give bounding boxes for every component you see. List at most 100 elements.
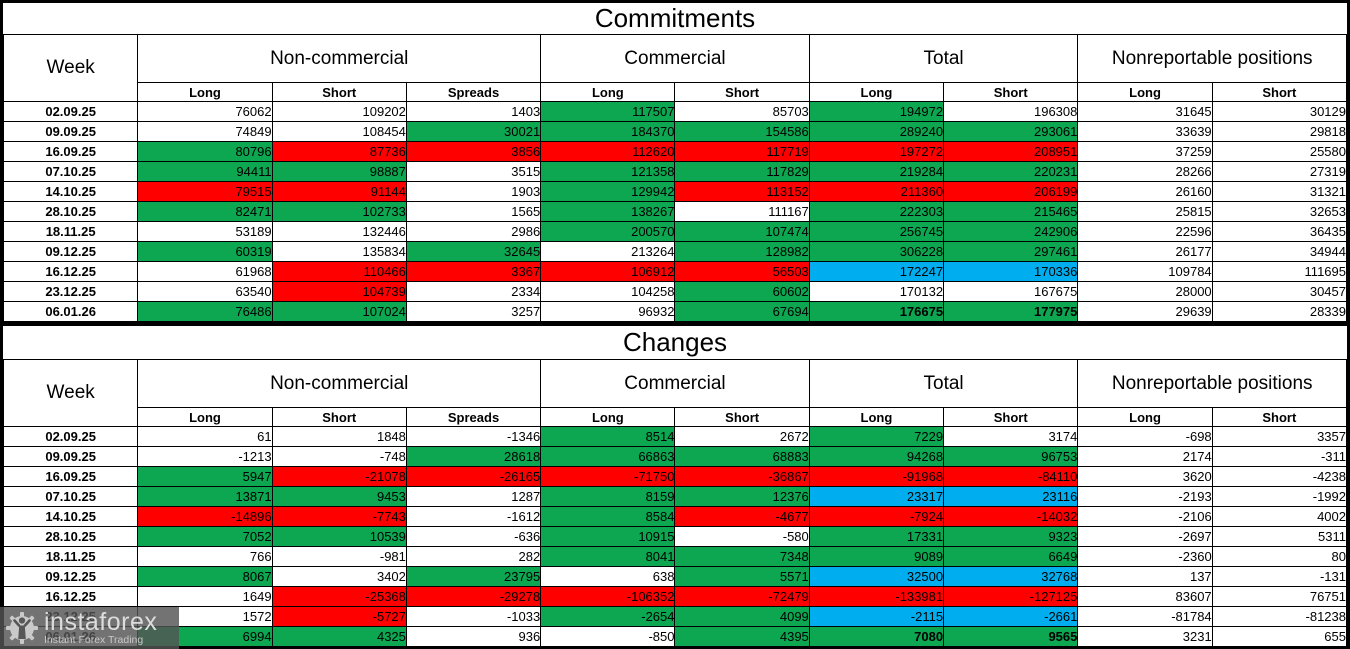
data-cell: 111695 [1211, 261, 1348, 282]
data-cell: 32645 [405, 241, 542, 262]
table-row: 07.10.25 94411 98887 3515 121358 117829 219284… [2, 161, 1348, 182]
group-header-commercial: Commercial [540, 34, 810, 83]
data-cell: 172247 [808, 261, 945, 282]
table-row: 28.10.25 7052 10539 -636 10915 -580 17331 9323-… [2, 526, 1348, 547]
instaforex-watermark: instaforex Instant Forex Trading [0, 607, 179, 649]
week-cell: 07.10.25 [2, 161, 139, 182]
data-cell: 2986 [405, 221, 542, 242]
data-cell: -636 [405, 526, 542, 547]
data-cell: 3856 [405, 141, 542, 162]
data-cell: 33639 [1077, 121, 1213, 142]
data-cell: -84110 [943, 466, 1079, 487]
data-cell: 215465 [943, 201, 1079, 222]
data-cell: 82471 [137, 201, 273, 222]
data-cell: 53189 [137, 221, 273, 242]
table-row: 06.01.26 76486 107024 3257 96932 67694 176675 1… [2, 301, 1348, 322]
data-cell: 94268 [808, 446, 945, 467]
data-cell: 2672 [674, 426, 810, 447]
data-cell: 76062 [137, 101, 273, 122]
data-cell: -1033 [405, 606, 542, 627]
data-cell: -127125 [943, 586, 1079, 607]
table-row: 16.12.25 61968 110466 3367 106912 56503 172247… [2, 261, 1348, 282]
data-cell: 7052 [137, 526, 273, 547]
data-cell: 80796 [137, 141, 273, 162]
data-cell: 177975 [943, 301, 1079, 322]
table-row: 07.10.25 13871 9453 1287 8159 12376 23317 23116… [2, 486, 1348, 507]
data-cell: -311 [1211, 446, 1348, 467]
data-cell: -29278 [405, 586, 542, 607]
group-header-non-commercial: Non-commercial [137, 34, 542, 83]
data-cell: -25368 [271, 586, 407, 607]
data-cell: 3357 [1211, 426, 1348, 447]
data-cell: 128982 [674, 241, 810, 262]
data-cell: 176675 [808, 301, 945, 322]
week-cell: 09.09.25 [2, 446, 139, 467]
data-cell: 76486 [137, 301, 273, 322]
data-cell: 137 [1077, 566, 1213, 587]
data-cell: 5311 [1211, 526, 1348, 547]
data-cell: 1649 [137, 586, 273, 607]
data-cell: -2661 [943, 606, 1079, 627]
data-cell: 32768 [943, 566, 1079, 587]
data-cell: -1612 [405, 506, 542, 527]
data-cell: 29639 [1077, 301, 1213, 322]
data-cell: 113152 [674, 181, 810, 202]
data-cell: 7229 [808, 426, 945, 447]
data-cell: 117719 [674, 141, 810, 162]
data-cell: -7743 [271, 506, 407, 527]
data-cell: 9565 [943, 626, 1079, 647]
column-header: Short [943, 407, 1079, 427]
data-cell: 56503 [674, 261, 810, 282]
data-cell: 8159 [540, 486, 676, 507]
column-header: Long [540, 407, 676, 427]
data-cell: 3231 [1077, 626, 1213, 647]
column-header: Short [1211, 407, 1348, 427]
data-cell: 117507 [540, 101, 676, 122]
data-cell: 3402 [271, 566, 407, 587]
data-cell: 8514 [540, 426, 676, 447]
data-cell: 197272 [808, 141, 945, 162]
data-cell: 80 [1211, 546, 1348, 567]
data-cell: 282 [405, 546, 542, 567]
data-cell: 108454 [271, 121, 407, 142]
week-cell: 16.09.25 [2, 141, 139, 162]
data-cell: 67694 [674, 301, 810, 322]
data-cell: 5571 [674, 566, 810, 587]
data-cell: 4099 [674, 606, 810, 627]
table-row: 18.11.25 766 -981 282 8041 7348 9089 6649 -2360 8… [2, 546, 1348, 567]
data-cell: -81238 [1211, 606, 1348, 627]
data-cell: 170336 [943, 261, 1079, 282]
data-cell: 109784 [1077, 261, 1213, 282]
data-cell: 1403 [405, 101, 542, 122]
data-cell: -1346 [405, 426, 542, 447]
data-cell: 154586 [674, 121, 810, 142]
column-header: Spreads [405, 82, 542, 102]
table-row: 09.12.25 60319 135834 32645 213264 128982 3062… [2, 241, 1348, 262]
data-cell: 194972 [808, 101, 945, 122]
table-title: Changes [3, 326, 1347, 360]
group-header-nonreportable-positions: Nonreportable positions [1077, 34, 1347, 83]
data-cell: 106912 [540, 261, 676, 282]
data-cell: 132446 [271, 221, 407, 242]
week-cell: 14.10.25 [2, 506, 139, 527]
column-header: Long [1077, 82, 1213, 102]
table-row: 16.12.25 1649 -25368 -29278 -106352 -72479 -13… [2, 586, 1348, 607]
group-header-total: Total [808, 359, 1079, 408]
data-cell: 98887 [271, 161, 407, 182]
data-cell: 10915 [540, 526, 676, 547]
data-cell: 104258 [540, 281, 676, 302]
data-cell: 206199 [943, 181, 1079, 202]
data-cell: -4238 [1211, 466, 1348, 487]
data-cell: 87736 [271, 141, 407, 162]
data-cell: 10539 [271, 526, 407, 547]
column-header: Short [674, 407, 810, 427]
data-cell: 91144 [271, 181, 407, 202]
data-cell: 23317 [808, 486, 945, 507]
data-cell: 107474 [674, 221, 810, 242]
data-cell: 8041 [540, 546, 676, 567]
data-cell: 167675 [943, 281, 1079, 302]
column-header: Short [271, 407, 407, 427]
column-header: Short [674, 82, 810, 102]
data-cell: 4395 [674, 626, 810, 647]
data-cell: 8584 [540, 506, 676, 527]
